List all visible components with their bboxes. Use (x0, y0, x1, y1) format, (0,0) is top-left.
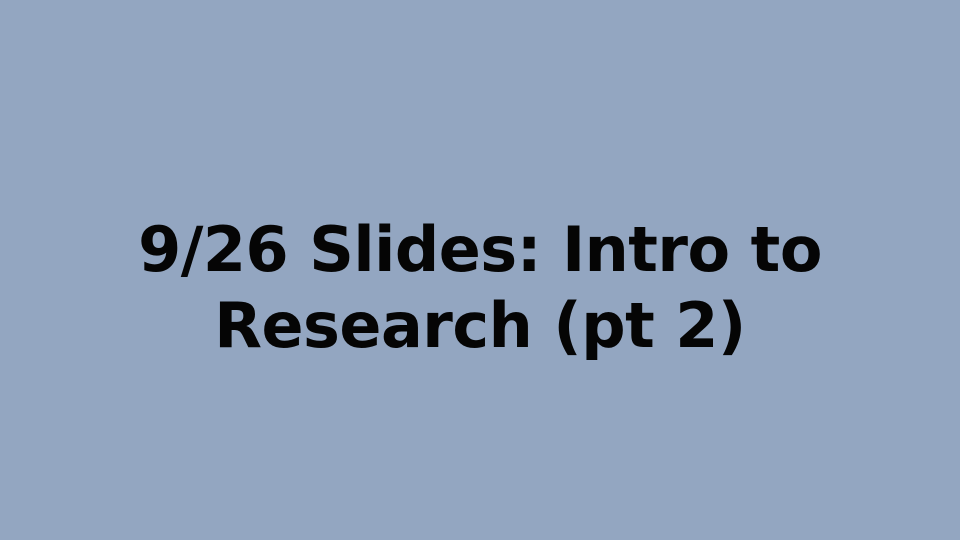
slide-title: 9/26 Slides: Intro to Research (pt 2) (100, 212, 860, 364)
slide-title-line-1: 9/26 Slides: Intro to (138, 213, 822, 286)
slide-title-line-2: Research (pt 2) (214, 289, 746, 362)
